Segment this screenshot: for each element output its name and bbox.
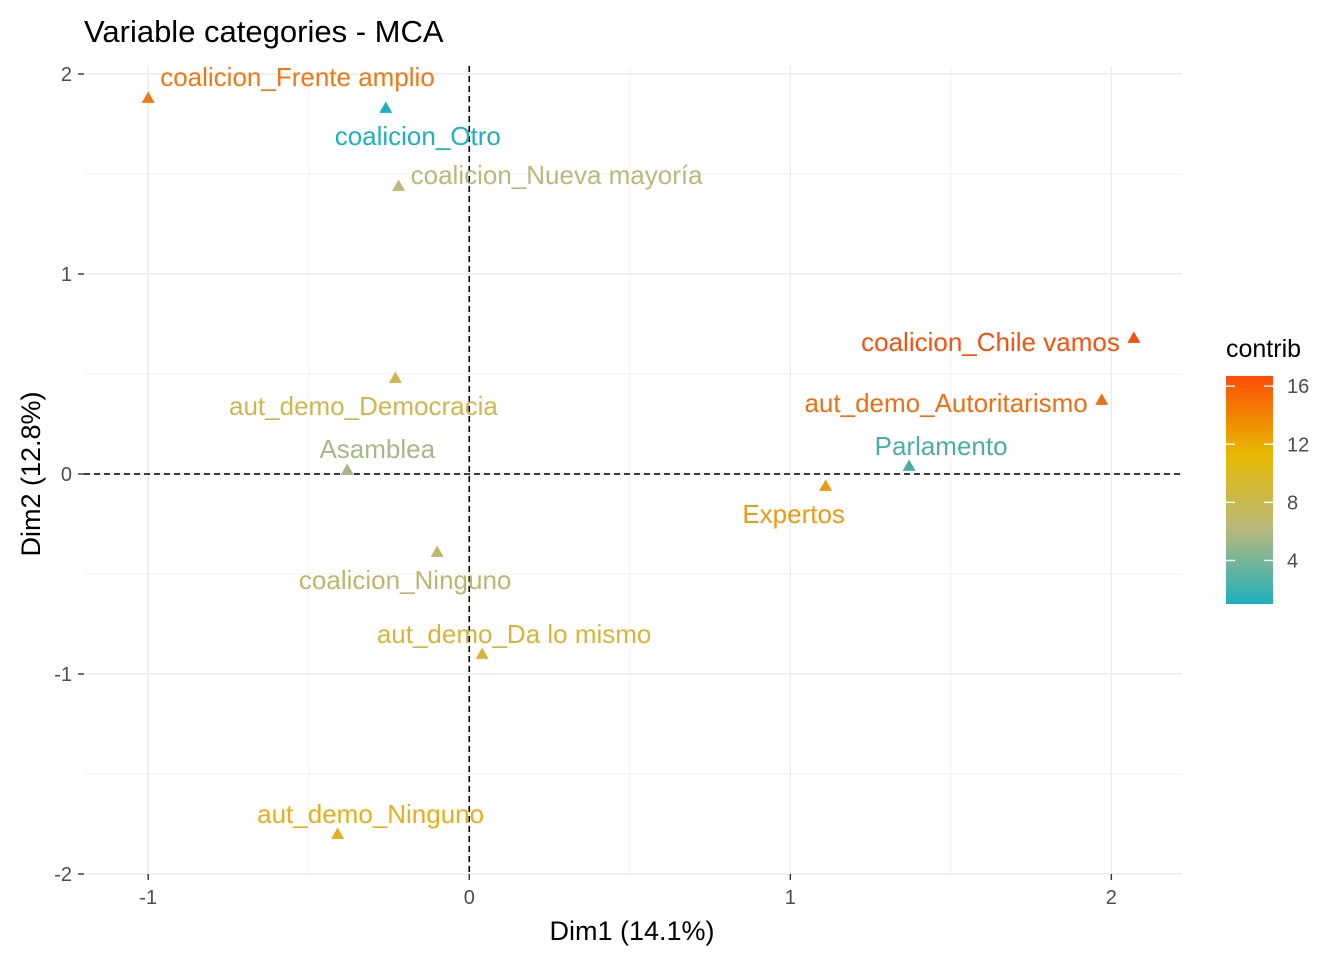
points: coalicion_Frente amplio coalicion_Otrocoa… xyxy=(141,62,1141,839)
data-point: aut_demo_Autoritarismo xyxy=(804,388,1109,418)
data-point: coalicion_Frente amplio xyxy=(141,62,435,103)
y-axis-title: Dim2 (12.8%) xyxy=(16,391,46,556)
legend-tick-label: 16 xyxy=(1287,376,1309,398)
point-label: aut_demo_Democracia xyxy=(229,391,498,421)
point-label: coalicion_Otro xyxy=(335,121,501,151)
point-marker xyxy=(340,463,354,475)
point-label: Parlamento xyxy=(875,431,1008,461)
point-marker xyxy=(331,827,345,839)
data-point: coalicion_Otro xyxy=(335,101,501,151)
point-label: Asamblea xyxy=(319,434,435,464)
data-point: aut_demo_Ninguno xyxy=(257,799,484,839)
point-marker xyxy=(475,647,489,659)
x-tick-label: -1 xyxy=(139,887,157,909)
legend-title: contrib xyxy=(1226,335,1301,363)
data-point: coalicion_Nueva mayoría xyxy=(392,160,703,191)
data-point: coalicion_Chile vamos xyxy=(861,327,1141,357)
point-label: coalicion_Ninguno xyxy=(299,565,511,595)
y-tick-label: 0 xyxy=(61,464,72,486)
legend: contrib 4 8 12 16 xyxy=(1226,335,1309,604)
point-marker xyxy=(902,459,916,471)
point-label: Expertos xyxy=(742,499,845,529)
point-marker xyxy=(141,91,155,103)
point-label: aut_demo_Da lo mismo xyxy=(377,619,652,649)
point-marker xyxy=(1127,331,1141,343)
legend-tick-label: 12 xyxy=(1287,434,1309,456)
point-label: aut_demo_Ninguno xyxy=(257,799,484,829)
data-point: Parlamento xyxy=(875,431,1008,471)
x-tick-label: 0 xyxy=(464,887,475,909)
legend-ticks: 4 8 12 16 xyxy=(1226,376,1309,572)
point-marker xyxy=(392,179,406,191)
x-tick-label: 1 xyxy=(785,887,796,909)
y-tick-label: -1 xyxy=(54,664,72,686)
point-marker xyxy=(430,545,444,557)
data-point: aut_demo_Da lo mismo xyxy=(377,619,652,659)
legend-colorbar xyxy=(1226,376,1273,604)
point-label: coalicion_Nueva mayoría xyxy=(411,160,703,190)
data-point: coalicion_Ninguno xyxy=(299,545,511,595)
y-tick-label: 2 xyxy=(61,64,72,86)
chart-title: Variable categories - MCA xyxy=(84,14,444,49)
y-tick-label: -2 xyxy=(54,864,72,886)
point-label: coalicion_Frente amplio xyxy=(160,62,435,92)
point-marker xyxy=(1095,393,1109,405)
data-point: Asamblea xyxy=(319,434,436,475)
grid xyxy=(84,66,1182,875)
x-tick-label: 2 xyxy=(1106,887,1117,909)
point-label: aut_demo_Autoritarismo xyxy=(804,388,1087,418)
data-point: Expertos xyxy=(742,479,845,529)
data-point: aut_demo_Democracia xyxy=(229,371,498,421)
point-marker xyxy=(819,479,833,491)
legend-tick-label: 8 xyxy=(1287,492,1298,514)
point-marker xyxy=(388,371,402,383)
axis-ticks: -1 0 1 2 -2 -1 0 1 2 xyxy=(54,64,1117,909)
point-marker xyxy=(379,101,393,113)
legend-tick-label: 4 xyxy=(1287,550,1298,572)
y-tick-label: 1 xyxy=(61,264,72,286)
point-label: coalicion_Chile vamos xyxy=(861,327,1120,357)
x-axis-title: Dim1 (14.1%) xyxy=(549,916,714,946)
